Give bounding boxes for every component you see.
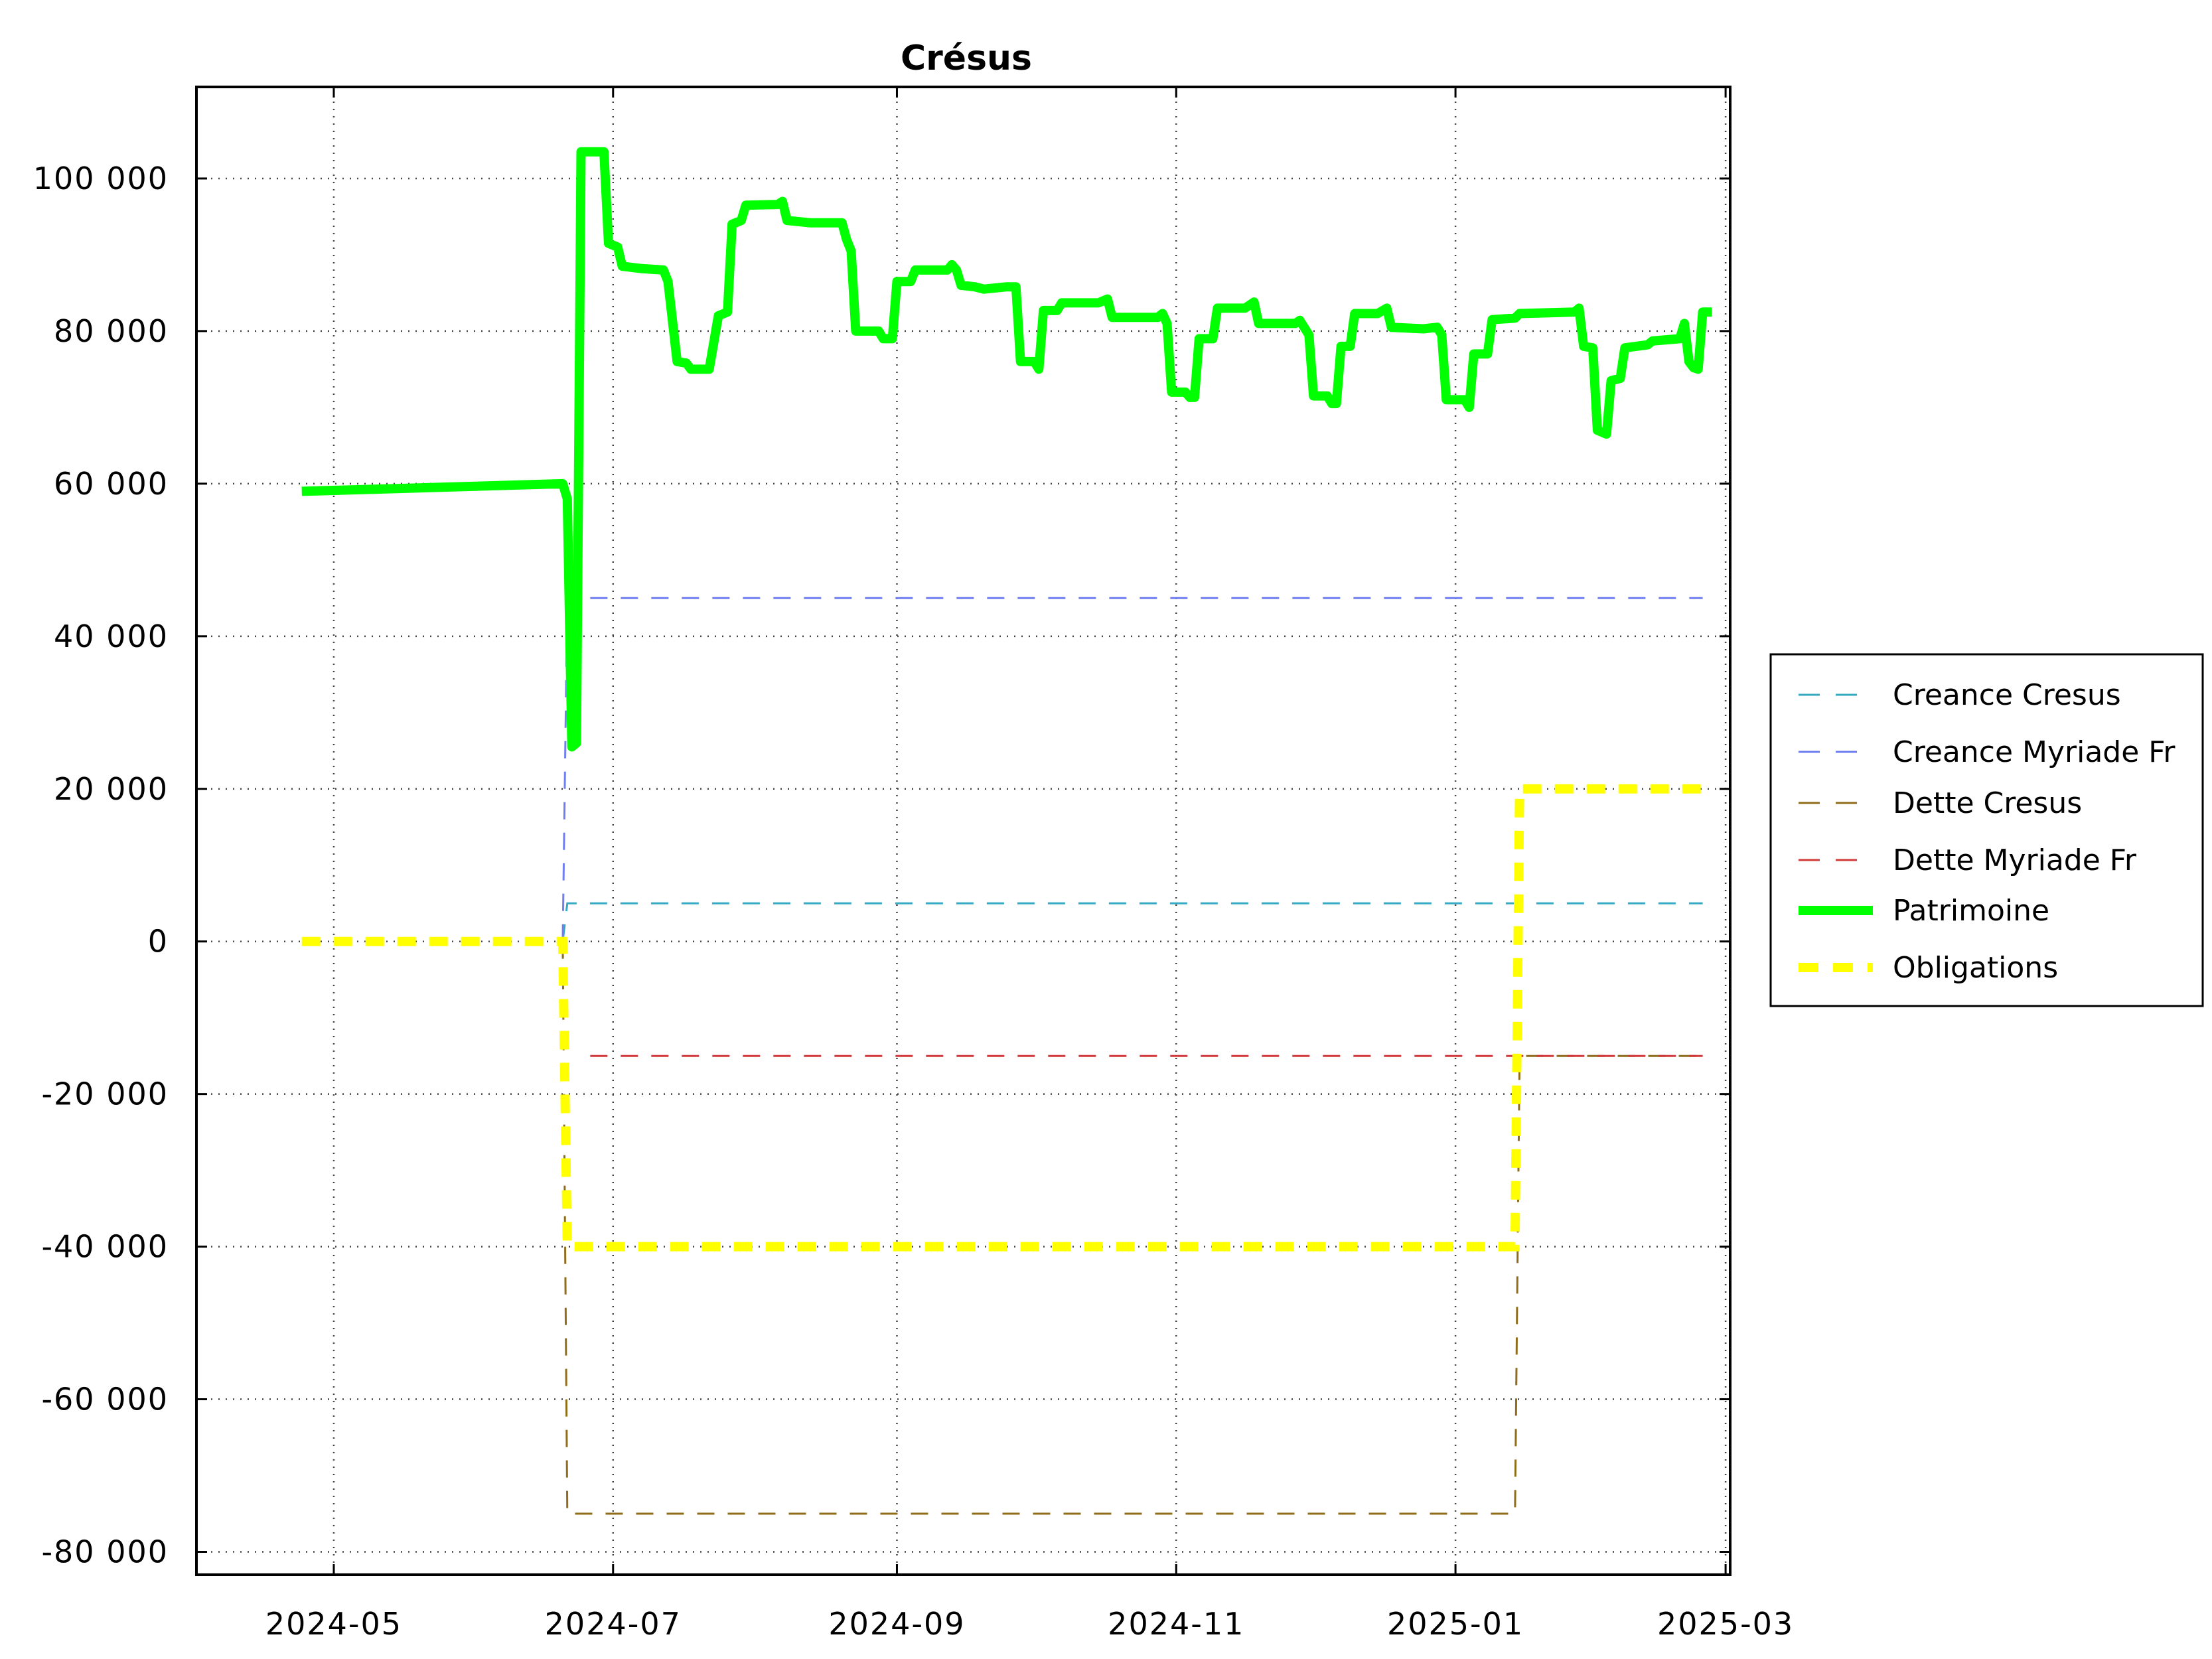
legend-box — [1769, 653, 2204, 1007]
legend-label: Creance Myriade Fr — [1893, 735, 2175, 769]
y-tick-label: -60 000 — [41, 1382, 169, 1417]
x-tick-label: 2024-05 — [265, 1606, 402, 1642]
y-tick-label: 20 000 — [54, 771, 169, 807]
y-tick-label: 40 000 — [54, 618, 169, 654]
x-tick-label: 2025-01 — [1387, 1606, 1524, 1642]
y-tick-label: 80 000 — [54, 313, 169, 349]
legend-label: Dette Cresus — [1893, 786, 2082, 820]
chart-title: Crésus — [901, 38, 1032, 78]
y-tick-label: 0 — [148, 924, 169, 960]
y-tick-label: 60 000 — [54, 466, 169, 502]
series-dette-cresus — [561, 941, 1703, 1515]
plot-frame — [195, 86, 1732, 1576]
y-tick-label: -40 000 — [41, 1229, 169, 1265]
x-tick-label: 2024-07 — [545, 1606, 682, 1642]
legend: Creance Cresus Creance Myriade Fr Dette Cr… — [1769, 653, 2204, 1007]
series-patrimoine — [301, 147, 1712, 752]
x-tick-label: 2024-09 — [828, 1606, 965, 1642]
x-tick-label: 2024-11 — [1108, 1606, 1244, 1642]
legend-label: Creance Cresus — [1893, 678, 2121, 712]
axes: 2024-05 2024-07 2024-09 2024-11 2025-01 2025-… — [33, 87, 1794, 1642]
plot-area — [301, 147, 1712, 1515]
y-tick-label: -80 000 — [41, 1534, 169, 1570]
series-creance-cresus — [561, 902, 1703, 942]
legend-label: Obligations — [1893, 951, 2058, 985]
y-tick-label: -20 000 — [41, 1076, 169, 1112]
x-tick-label: 2025-03 — [1657, 1606, 1794, 1642]
y-tick-label: 100 000 — [33, 161, 169, 196]
legend-label: Patrimoine — [1893, 894, 2049, 928]
legend-label: Dette Myriade Fr — [1893, 843, 2137, 877]
